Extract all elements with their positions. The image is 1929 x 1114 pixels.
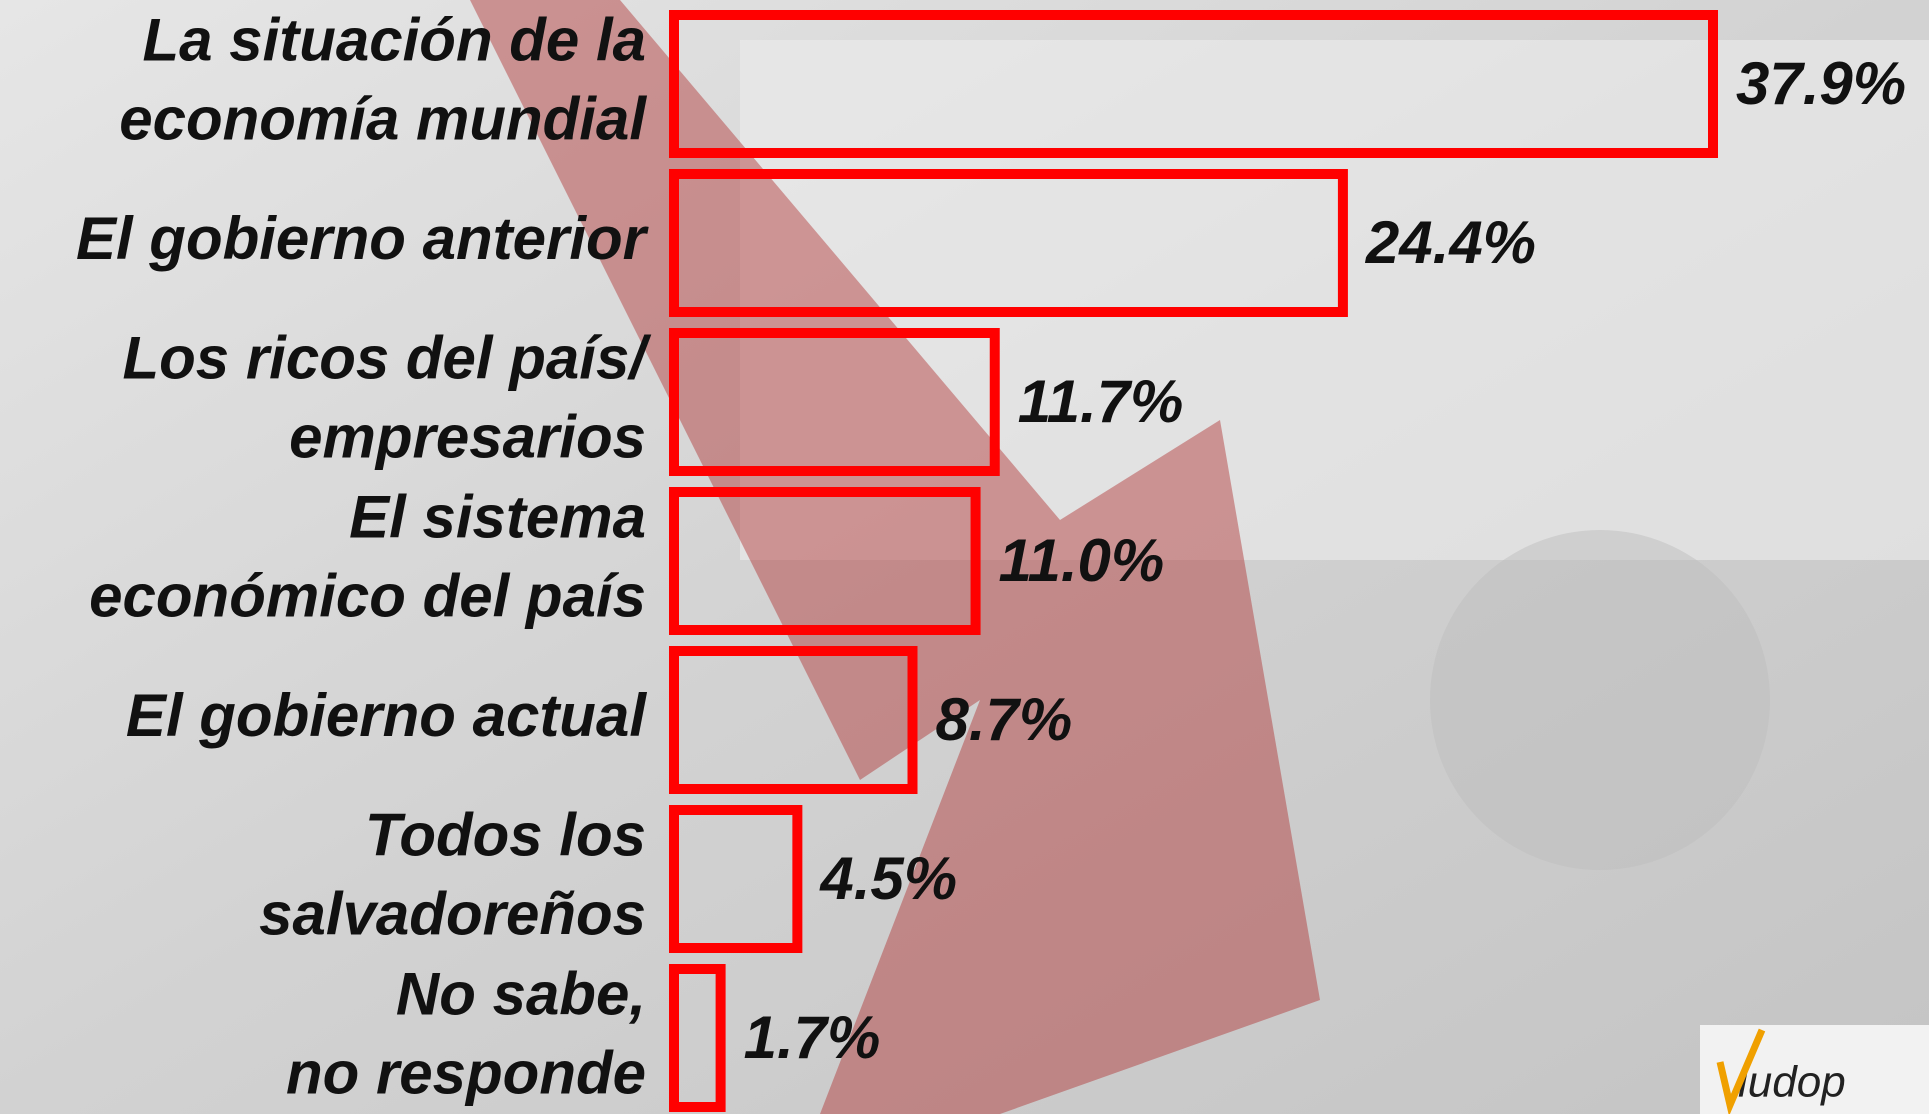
category-label: El gobierno anterior (76, 205, 650, 272)
category-line: El gobierno anterior (76, 205, 650, 272)
logo-check (1716, 1028, 1766, 1114)
category-line: El gobierno actual (126, 682, 647, 749)
logo: iudop (1738, 1058, 1846, 1107)
bar (669, 487, 981, 635)
category-label: Todos los salvadoreños (259, 801, 646, 947)
category-line: no responde (286, 1039, 646, 1106)
bar (669, 646, 918, 794)
bar (669, 10, 1718, 158)
logo-box (1700, 1025, 1929, 1114)
category-line: No sabe, (396, 960, 646, 1027)
bar (669, 169, 1348, 317)
value-label: 11.7% (1018, 368, 1184, 435)
category-line: empresarios (289, 403, 646, 470)
value-label: 24.4% (1365, 209, 1536, 276)
category-label: No sabe, no responde (286, 960, 646, 1106)
value-label: 8.7% (936, 686, 1073, 753)
value-label: 11.0% (999, 527, 1165, 594)
value-label: 1.7% (744, 1004, 881, 1071)
seal (1430, 530, 1770, 870)
category-line: El sistema (349, 483, 646, 550)
category-label: Los ricos del país/empresarios (122, 324, 651, 470)
category-label: El gobierno actual (126, 682, 647, 749)
category-line: salvadoreños (259, 880, 646, 947)
plot: La situación de la economía mundial 37.9% E… (76, 6, 1906, 1112)
bar (669, 964, 726, 1112)
category-line: Todos los (365, 801, 646, 868)
value-label: 4.5% (819, 845, 957, 912)
bar (669, 328, 1000, 476)
category-label: El sistema económico del país (89, 483, 646, 629)
bar (669, 805, 803, 953)
value-label: 37.9% (1736, 50, 1906, 117)
category-line: Los ricos del país/ (122, 324, 651, 391)
category-line: económico del país (89, 562, 646, 629)
arrow (470, 0, 1320, 1114)
category-line: economía mundial (119, 85, 647, 152)
category-label: La situación de la economía mundial (119, 6, 647, 152)
category-line: La situación de la (143, 6, 646, 73)
